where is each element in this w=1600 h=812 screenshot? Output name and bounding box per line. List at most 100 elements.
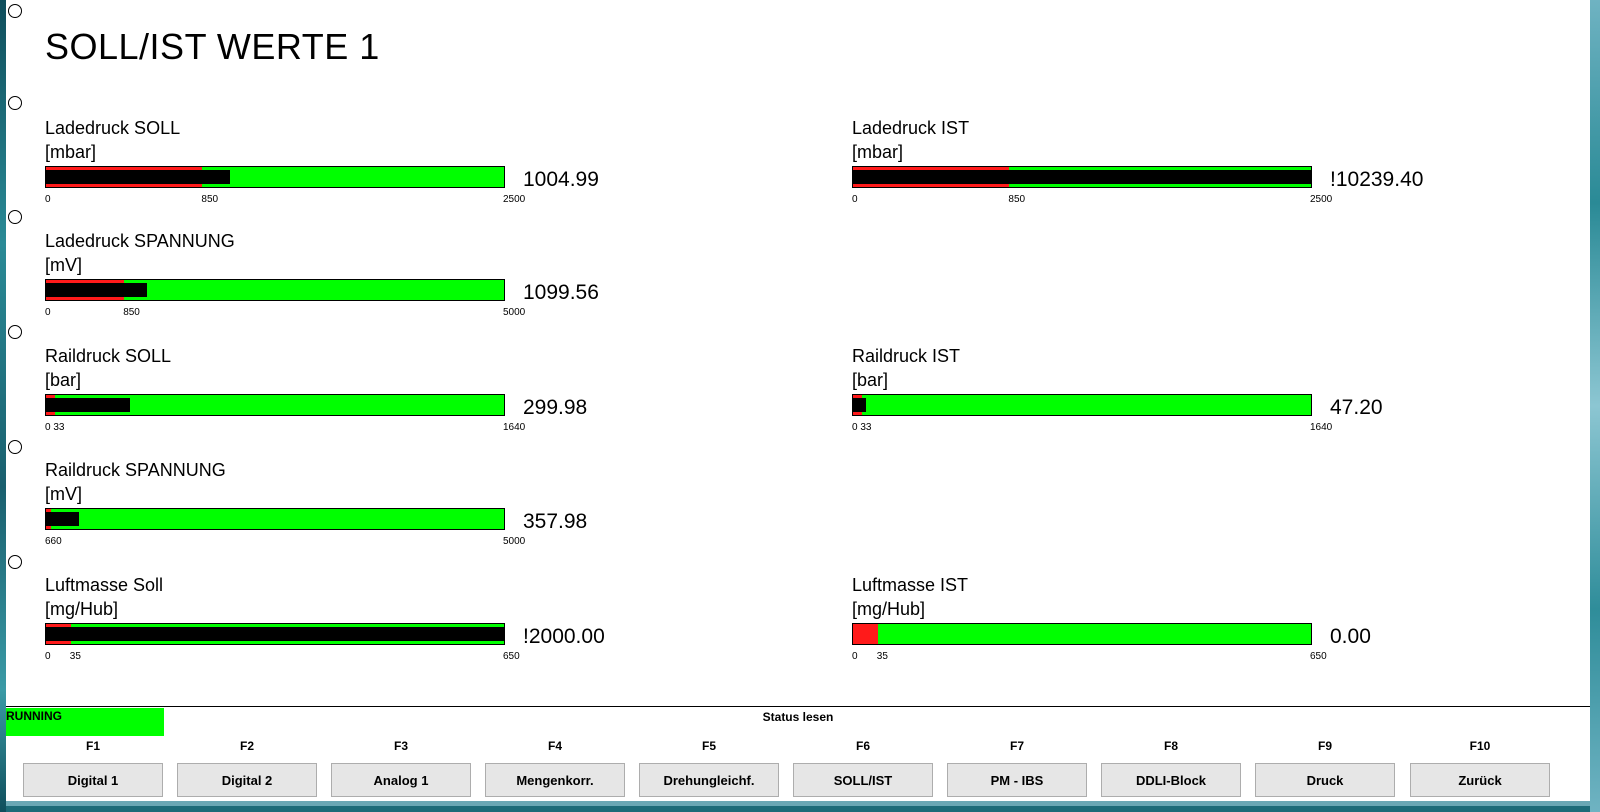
gauge-label: Raildruck SPANNUNG (45, 460, 226, 480)
gauge-luftmasse-ist: Luftmasse IST [mg/Hub] 0.00 0 35 650 (852, 575, 1572, 685)
gauge-bar (45, 279, 505, 301)
gauge-tick-min: 660 (45, 536, 62, 547)
page-title: SOLL/IST WERTE 1 (45, 26, 380, 67)
gauge-level-fill (46, 283, 147, 297)
gauge-tick-min: 0 (852, 651, 858, 662)
radio-option-6[interactable] (8, 555, 22, 569)
desktop-background-right (1590, 0, 1600, 812)
gauge-label: Luftmasse Soll (45, 575, 164, 595)
gauge-label: Ladedruck SOLL (45, 118, 181, 138)
gauge-unit: [mV] (45, 255, 83, 275)
fkey-label-f8: F8 (1163, 739, 1178, 753)
fkey-label-f2: F2 (239, 739, 254, 753)
gauge-unit: [mbar] (45, 142, 97, 162)
gauge-tick-threshold: 35 (876, 651, 888, 662)
gauge-tick-max: 1640 (1310, 422, 1333, 433)
gauge-tick-max: 5000 (503, 536, 526, 547)
gauge-ladedruck-spannung: Ladedruck SPANNUNG [mV] 1099.56 0 850 5000 (45, 231, 765, 341)
gauge-tick-max: 2500 (1310, 194, 1333, 205)
gauge-unit: [bar] (852, 370, 889, 390)
gauge-ladedruck-soll: Ladedruck SOLL [mbar] 1004.99 0 850 2500 (45, 118, 765, 228)
gauge-value: 1004.99 (523, 168, 599, 191)
gauge-level-fill (46, 512, 79, 526)
fkey-label-f4: F4 (547, 739, 562, 753)
fkey-button-f3[interactable]: Analog 1 (331, 763, 471, 797)
fkey-label-f7: F7 (1009, 739, 1024, 753)
fkey-button-f9[interactable]: Druck (1255, 763, 1395, 797)
status-read-label: Status lesen (762, 710, 834, 724)
gauge-label: Raildruck SOLL (45, 346, 172, 366)
gauge-label: Raildruck IST (852, 346, 961, 366)
gauge-value: 47.20 (1330, 396, 1383, 419)
radio-option-3[interactable] (8, 210, 22, 224)
gauge-tick-max: 2500 (503, 194, 526, 205)
desktop-background-left (0, 0, 6, 812)
fkey-button-f5[interactable]: Drehungleichf. (639, 763, 779, 797)
gauge-unit: [mg/Hub] (852, 599, 926, 619)
fkey-label-f3: F3 (393, 739, 408, 753)
gauge-tick-min: 0 33 (45, 422, 65, 433)
gauge-tick-threshold: 850 (1008, 194, 1026, 205)
gauge-value: !2000.00 (523, 625, 605, 648)
gauge-unit: [mg/Hub] (45, 599, 119, 619)
gauge-tick-max: 650 (503, 651, 520, 662)
gauge-tick-threshold: 850 (201, 194, 219, 205)
radio-option-4[interactable] (8, 325, 22, 339)
gauge-value: 299.98 (523, 396, 588, 419)
fkey-button-f8[interactable]: DDLI-Block (1101, 763, 1241, 797)
fkey-label-f5: F5 (701, 739, 716, 753)
gauge-level-fill (853, 170, 1311, 184)
gauge-threshold-zone (853, 624, 878, 644)
gauge-tick-max: 650 (1310, 651, 1327, 662)
fkey-button-f2[interactable]: Digital 2 (177, 763, 317, 797)
gauge-level-fill (853, 398, 867, 412)
gauge-value: 357.98 (523, 510, 588, 533)
gauge-raildruck-soll: Raildruck SOLL [bar] 299.98 0 33 1640 (45, 346, 765, 456)
gauge-tick-min: 0 (45, 651, 51, 662)
gauge-level-fill (46, 627, 504, 641)
fkey-button-f10[interactable]: Zurück (1410, 763, 1550, 797)
gauge-unit: [mbar] (852, 142, 904, 162)
gauge-raildruck-ist: Raildruck IST [bar] 47.20 0 33 1640 (852, 346, 1572, 456)
gauge-tick-threshold: 35 (69, 651, 81, 662)
gauge-ladedruck-ist: Ladedruck IST [mbar] !10239.40 0 850 2500 (852, 118, 1572, 228)
app-window: SOLL/IST WERTE 1 Ladedruck SOLL [mbar] 100… (6, 0, 1590, 806)
fkey-button-f7[interactable]: PM - IBS (947, 763, 1087, 797)
gauge-luftmasse-soll: Luftmasse Soll [mg/Hub] !2000.00 0 35 650 (45, 575, 765, 685)
gauge-bar (852, 394, 1312, 416)
gauge-tick-threshold: 850 (123, 307, 140, 318)
fkey-label-f10: F10 (1469, 739, 1491, 753)
radio-option-1[interactable] (8, 4, 22, 18)
fkey-button-f1[interactable]: Digital 1 (23, 763, 163, 797)
gauge-value: 1099.56 (523, 281, 599, 304)
fkey-label-f6: F6 (855, 739, 870, 753)
gauge-label: Luftmasse IST (852, 575, 969, 595)
gauge-tick-min: 0 (45, 194, 51, 205)
gauge-label: Ladedruck SPANNUNG (45, 231, 235, 251)
gauge-bar (852, 623, 1312, 645)
gauge-level-fill (46, 170, 231, 184)
gauge-tick-max: 1640 (503, 422, 526, 433)
fkey-button-f6[interactable]: SOLL/IST (793, 763, 933, 797)
running-status-indicator: RUNNING (6, 708, 164, 736)
gauge-level-fill (46, 398, 130, 412)
gauge-tick-min: 0 (852, 194, 858, 205)
gauge-label: Ladedruck IST (852, 118, 970, 138)
gauge-unit: [bar] (45, 370, 82, 390)
gauge-value: !10239.40 (1330, 168, 1424, 191)
fkey-label-f1: F1 (85, 739, 100, 753)
status-divider (6, 706, 1590, 707)
fkey-button-f4[interactable]: Mengenkorr. (485, 763, 625, 797)
gauge-tick-min: 0 (45, 307, 51, 318)
gauge-bar (45, 394, 505, 416)
gauge-bar (45, 508, 505, 530)
gauge-unit: [mV] (45, 484, 83, 504)
fkey-label-f9: F9 (1317, 739, 1332, 753)
radio-option-2[interactable] (8, 96, 22, 110)
gauge-raildruck-spannung: Raildruck SPANNUNG [mV] 357.98 660 5000 (45, 460, 765, 570)
gauge-bar (45, 166, 505, 188)
gauge-bar (852, 166, 1312, 188)
radio-option-5[interactable] (8, 440, 22, 454)
gauge-tick-min: 0 33 (852, 422, 872, 433)
gauge-bar (45, 623, 505, 645)
